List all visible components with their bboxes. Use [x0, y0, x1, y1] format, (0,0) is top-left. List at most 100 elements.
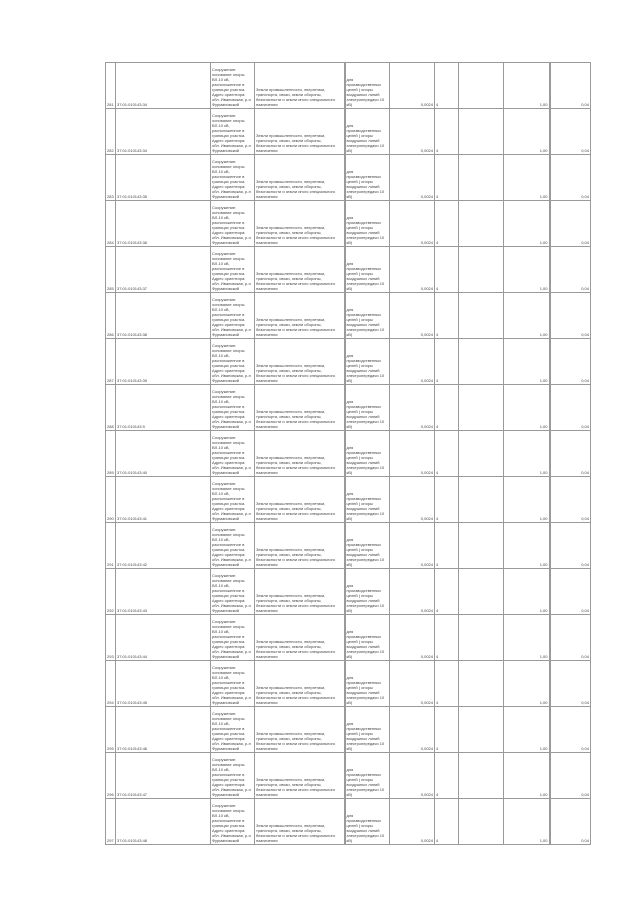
count: 4	[434, 154, 459, 201]
table-row: 290 37:01:010143:41 Сооружение: основание …	[105, 476, 591, 523]
value-2: 0,04	[549, 614, 591, 661]
value-1: 1,00	[503, 154, 551, 201]
empty-cell	[458, 62, 504, 109]
cadastral-number: 37:01:010143:38	[115, 292, 211, 339]
empty-cell	[458, 200, 504, 247]
row-number: 288	[105, 384, 116, 431]
permitted-use: для производственных целей ( опоры возду…	[344, 798, 390, 845]
area: 0,0024	[389, 292, 435, 339]
value-2: 0,04	[549, 62, 591, 109]
value-1: 1,00	[503, 338, 551, 385]
land-category: Земли промышленности, энергетики, трансп…	[254, 660, 346, 707]
permitted-use: для производственных целей ( опоры возду…	[344, 108, 390, 155]
land-category: Земли промышленности, энергетики, трансп…	[254, 568, 346, 615]
area: 0,0024	[389, 108, 435, 155]
value-1: 1,00	[503, 614, 551, 661]
table-row: 294 37:01:010143:45 Сооружение: основание …	[105, 660, 591, 707]
value-1: 1,00	[503, 108, 551, 155]
row-number: 294	[105, 660, 116, 707]
value-1: 1,00	[503, 522, 551, 569]
object-description: Сооружение: основание опоры ВЛ-10 кВ, ра…	[210, 522, 255, 569]
table-row: 284 37:01:010143:36 Сооружение: основание …	[105, 200, 591, 247]
area: 0,0024	[389, 154, 435, 201]
value-1: 1,00	[503, 292, 551, 339]
area: 0,0024	[389, 384, 435, 431]
empty-cell	[458, 338, 504, 385]
cadastral-number: 37:01:010143:9	[115, 384, 211, 431]
row-number: 281	[105, 62, 116, 109]
object-description: Сооружение: основание опоры ВЛ-10 кВ, ра…	[210, 476, 255, 523]
object-description: Сооружение: основание опоры ВЛ-10 кВ, ра…	[210, 706, 255, 753]
value-2: 0,04	[549, 476, 591, 523]
value-2: 0,04	[549, 108, 591, 155]
cadastral-number: 37:01:010143:34	[115, 62, 211, 109]
value-2: 0,04	[549, 522, 591, 569]
land-category: Земли промышленности, энергетики, трансп…	[254, 476, 346, 523]
land-category: Земли промышленности, энергетики, трансп…	[254, 154, 346, 201]
land-category: Земли промышленности, энергетики, трансп…	[254, 522, 346, 569]
count: 4	[434, 430, 459, 477]
empty-cell	[458, 108, 504, 155]
object-description: Сооружение: основание опоры ВЛ-10 кВ, ра…	[210, 292, 255, 339]
land-category: Земли промышленности, энергетики, трансп…	[254, 798, 346, 845]
empty-cell	[458, 614, 504, 661]
count: 4	[434, 798, 459, 845]
table-row: 297 37:01:010143:48 Сооружение: основание …	[105, 798, 591, 845]
cadastral-number: 37:01:010143:44	[115, 614, 211, 661]
object-description: Сооружение: основание опоры ВЛ-10 кВ, ра…	[210, 798, 255, 845]
value-2: 0,04	[549, 706, 591, 753]
table-row: 282 37:01:010143:34 Сооружение: основание …	[105, 108, 591, 155]
value-1: 1,00	[503, 476, 551, 523]
row-number: 295	[105, 706, 116, 753]
object-description: Сооружение: основание опоры ВЛ-10 кВ, ра…	[210, 200, 255, 247]
row-number: 293	[105, 614, 116, 661]
permitted-use: для производственных целей ( опоры возду…	[344, 384, 390, 431]
cadastral-number: 37:01:010143:41	[115, 476, 211, 523]
value-2: 0,04	[549, 752, 591, 799]
value-2: 0,04	[549, 200, 591, 247]
cadastral-number: 37:01:010143:40	[115, 430, 211, 477]
area: 0,0024	[389, 752, 435, 799]
land-plots-table: 281 37:01:010143:34 Сооружение: основание …	[105, 62, 591, 845]
value-2: 0,04	[549, 568, 591, 615]
land-category: Земли промышленности, энергетики, трансп…	[254, 62, 346, 109]
table-row: 296 37:01:010143:47 Сооружение: основание …	[105, 752, 591, 799]
area: 0,0024	[389, 246, 435, 293]
value-1: 1,00	[503, 200, 551, 247]
table-row: 291 37:01:010143:42 Сооружение: основание …	[105, 522, 591, 569]
table-row: 287 37:01:010143:39 Сооружение: основание …	[105, 338, 591, 385]
permitted-use: для производственных целей ( опоры возду…	[344, 62, 390, 109]
area: 0,0024	[389, 200, 435, 247]
table-row: 289 37:01:010143:40 Сооружение: основание …	[105, 430, 591, 477]
permitted-use: для производственных целей ( опоры возду…	[344, 292, 390, 339]
permitted-use: для производственных целей ( опоры возду…	[344, 200, 390, 247]
count: 4	[434, 292, 459, 339]
value-2: 0,04	[549, 798, 591, 845]
count: 4	[434, 522, 459, 569]
count: 4	[434, 200, 459, 247]
count: 4	[434, 476, 459, 523]
table-row: 281 37:01:010143:34 Сооружение: основание …	[105, 62, 591, 109]
area: 0,0024	[389, 430, 435, 477]
cadastral-number: 37:01:010143:34	[115, 108, 211, 155]
permitted-use: для производственных целей ( опоры возду…	[344, 246, 390, 293]
empty-cell	[458, 706, 504, 753]
empty-cell	[458, 798, 504, 845]
value-1: 1,00	[503, 752, 551, 799]
row-number: 289	[105, 430, 116, 477]
row-number: 285	[105, 246, 116, 293]
land-category: Земли промышленности, энергетики, трансп…	[254, 292, 346, 339]
object-description: Сооружение: основание опоры ВЛ-10 кВ, ра…	[210, 246, 255, 293]
permitted-use: для производственных целей ( опоры возду…	[344, 614, 390, 661]
value-1: 1,00	[503, 246, 551, 293]
cadastral-number: 37:01:010143:43	[115, 568, 211, 615]
cadastral-number: 37:01:010143:36	[115, 200, 211, 247]
value-1: 1,00	[503, 568, 551, 615]
area: 0,0024	[389, 476, 435, 523]
count: 4	[434, 568, 459, 615]
empty-cell	[458, 246, 504, 293]
empty-cell	[458, 660, 504, 707]
value-2: 0,04	[549, 246, 591, 293]
object-description: Сооружение: основание опоры ВЛ-10 кВ, ра…	[210, 752, 255, 799]
land-category: Земли промышленности, энергетики, трансп…	[254, 246, 346, 293]
